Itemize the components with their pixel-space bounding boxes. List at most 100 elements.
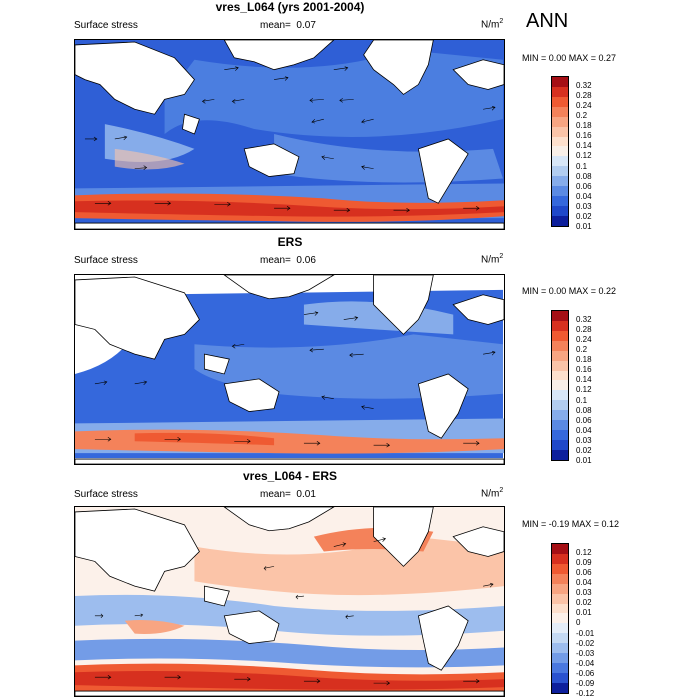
colorbar-tick-label: 0.32	[576, 81, 592, 90]
colorbar-tick-label: 0.04	[576, 425, 592, 435]
colorbar-segment	[552, 593, 568, 604]
colorbar-tick-label: 0.28	[576, 325, 592, 335]
colorbar-tick-label: 0.12	[576, 385, 592, 395]
colorbar-segment	[552, 439, 568, 450]
panel-3-units: N/m2	[481, 487, 504, 500]
colorbar-tick-label: 0.09	[576, 558, 592, 568]
colorbar-tick-label: 0.01	[576, 221, 592, 231]
panel-3-wind-vectors	[94, 537, 494, 686]
colorbar-segment	[552, 390, 568, 401]
colorbar-tick-label: 0.2	[576, 111, 588, 121]
colorbar-tick-label: 0.28	[576, 91, 592, 101]
season-label: ANN	[526, 10, 569, 32]
colorbar-tick-label: 0.04	[576, 191, 592, 201]
colorbar-segment	[552, 77, 568, 87]
colorbar-tick-label: 0.2	[576, 345, 588, 355]
colorbar-segment	[552, 370, 568, 381]
colorbar-tick-label: -0.04	[576, 658, 595, 668]
colorbar-tick-label: 0.14	[576, 375, 592, 385]
colorbar-segment	[552, 350, 568, 361]
colorbar-tick-label: -0.03	[576, 648, 595, 658]
colorbar-tick-label: 0.03	[576, 435, 592, 445]
colorbar-tick-label: 0.02	[576, 211, 592, 221]
colorbar-segment	[552, 563, 568, 574]
panel-3-title: vres_L064 - ERS	[242, 469, 338, 483]
colorbar-segment	[552, 360, 568, 371]
panel-1-map	[74, 39, 505, 230]
panel-3-map	[74, 506, 505, 697]
colorbar-segment	[552, 176, 568, 187]
panel-3-minmax: MIN = -0.19 MAX = 0.12	[522, 519, 620, 529]
colorbar-segment	[552, 544, 568, 554]
panel-1-map-svg	[75, 40, 504, 229]
colorbar-tick-label: 0.18	[576, 121, 592, 131]
panel-1-variable-label: Surface stress	[74, 20, 138, 31]
panel-2-variable-label: Surface stress	[74, 255, 138, 266]
colorbar-segment	[552, 196, 568, 206]
colorbar-segment	[552, 116, 568, 127]
panel-1-minmax: MIN = 0.00 MAX = 0.27	[522, 53, 617, 63]
colorbar-segment	[552, 156, 568, 167]
panel-2-title: ERS	[277, 235, 303, 249]
colorbar-tick-label: 0.06	[576, 181, 592, 191]
panel-2-minmax: MIN = 0.00 MAX = 0.22	[522, 286, 617, 296]
panel-2-map-svg	[75, 275, 504, 464]
colorbar-tick-label: 0.06	[576, 568, 592, 578]
colorbar-tick-label: -0.06	[576, 668, 595, 678]
colorbar-segment	[552, 603, 568, 614]
colorbar-segment	[552, 146, 568, 157]
colorbar-segment	[552, 86, 568, 97]
colorbar-segment	[552, 643, 568, 654]
colorbar-segment	[552, 420, 568, 431]
colorbar-segment	[552, 623, 568, 634]
colorbar-segment	[552, 663, 568, 673]
colorbar-tick-label: 0.16	[576, 365, 592, 375]
panel-1-colorbar	[551, 76, 569, 227]
panel-2-units: N/m2	[481, 253, 504, 266]
colorbar-segment	[552, 573, 568, 584]
colorbar-segment	[552, 613, 568, 624]
colorbar-tick-label: -0.12	[576, 688, 595, 698]
colorbar-segment	[552, 186, 568, 197]
colorbar-tick-label: 0.24	[576, 101, 592, 111]
panel-3-map-svg	[75, 507, 504, 696]
panel-1-units: N/m2	[481, 18, 504, 31]
colorbar-tick-label: 0.02	[576, 598, 592, 608]
colorbar-tick-label: 0.06	[576, 415, 592, 425]
colorbar-segment	[552, 311, 568, 321]
colorbar-segment	[552, 449, 568, 460]
panel-2-wind-vectors	[94, 311, 496, 448]
colorbar-tick-label: 0.24	[576, 335, 592, 345]
colorbar-tick-label: 0	[576, 618, 581, 628]
colorbar-segment	[552, 380, 568, 391]
colorbar-segment	[552, 553, 568, 564]
colorbar-segment	[552, 400, 568, 411]
colorbar-segment	[552, 126, 568, 137]
colorbar-tick-label: 0.14	[576, 141, 592, 151]
panel-1-wind-vectors	[84, 66, 496, 213]
colorbar-tick-label: 0.12	[576, 548, 592, 557]
panel-3-variable-label: Surface stress	[74, 489, 138, 500]
colorbar-tick-label: 0.03	[576, 201, 592, 211]
colorbar-segment	[552, 430, 568, 440]
colorbar-tick-label: 0.02	[576, 445, 592, 455]
panel-2-colorbar	[551, 310, 569, 461]
colorbar-tick-label: 0.01	[576, 455, 592, 465]
colorbar-segment	[552, 136, 568, 147]
colorbar-tick-label: 0.08	[576, 405, 592, 415]
panel-3-mean-label: mean= 0.01	[260, 489, 316, 500]
panel-3-colorbar	[551, 543, 569, 694]
colorbar-segment	[552, 330, 568, 341]
colorbar-tick-label: 0.18	[576, 355, 592, 365]
colorbar-segment	[552, 410, 568, 421]
colorbar-segment	[552, 633, 568, 644]
colorbar-segment	[552, 583, 568, 594]
panel-1-mean-label: mean= 0.07	[260, 20, 316, 31]
colorbar-tick-label: 0.01	[576, 608, 592, 618]
colorbar-segment	[552, 166, 568, 177]
colorbar-tick-label: 0.08	[576, 171, 592, 181]
colorbar-tick-label: 0.32	[576, 315, 592, 324]
colorbar-tick-label: -0.01	[576, 628, 595, 638]
colorbar-tick-label: 0.1	[576, 395, 588, 405]
colorbar-segment	[552, 672, 568, 683]
